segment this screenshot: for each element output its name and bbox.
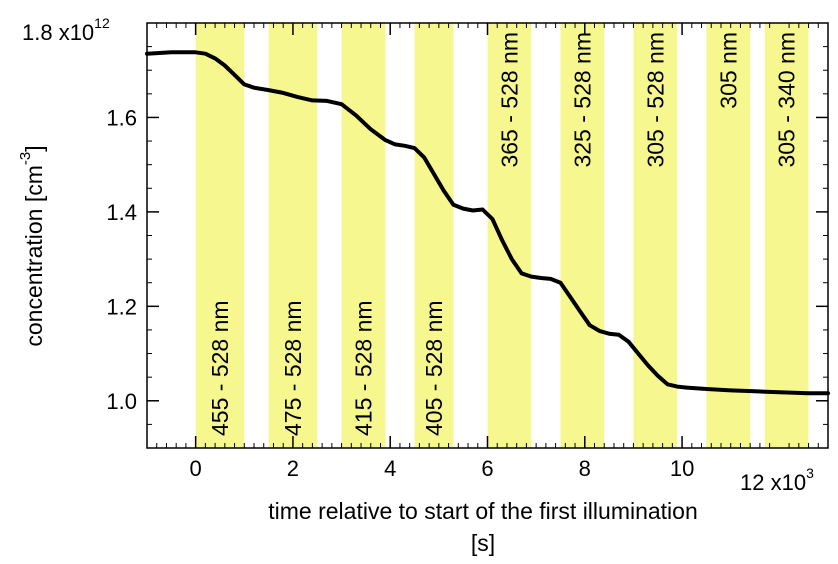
x-tick-label: 6 <box>481 456 493 481</box>
illumination-band <box>341 23 386 448</box>
axis-ticks: 0 2 4 6 8 10 1.0 1.2 1.4 1.6 <box>106 23 829 481</box>
band-label: 305 - 528 nm <box>642 32 668 168</box>
x-tick-label: 8 <box>579 456 591 481</box>
band-label: 325 - 528 nm <box>569 32 595 168</box>
y-tick-label: 1.0 <box>106 389 137 414</box>
x-tick-label: 2 <box>287 456 299 481</box>
y-axis-title: concentration [cm-3] <box>17 145 47 346</box>
y-tick-label: 1.6 <box>106 105 137 130</box>
x-axis-unit: [s] <box>471 530 495 556</box>
band-label: 305 - 340 nm <box>774 32 800 168</box>
illumination-band <box>560 23 605 448</box>
x-axis-multiplier: 12 x103 <box>740 465 814 495</box>
band-labels: 455 - 528 nm 475 - 528 nm 415 - 528 nm 405 … <box>207 32 800 436</box>
x-tick-label: 4 <box>384 456 396 481</box>
illumination-band <box>633 23 678 448</box>
x-axis-title: time relative to start of the first illu… <box>268 498 698 524</box>
illumination-bands <box>195 23 809 448</box>
x-tick-label: 10 <box>670 456 694 481</box>
y-tick-label: 1.4 <box>106 200 137 225</box>
illumination-band <box>706 23 751 448</box>
y-tick-label: 1.2 <box>106 294 137 319</box>
illumination-band <box>487 23 532 448</box>
band-label: 305 nm <box>715 32 741 109</box>
illumination-band <box>195 23 245 448</box>
band-label: 455 - 528 nm <box>207 300 233 436</box>
illumination-band <box>764 23 809 448</box>
band-label: 405 - 528 nm <box>421 300 447 436</box>
y-axis-multiplier: 1.8 x1012 <box>22 15 110 45</box>
band-label: 415 - 528 nm <box>350 300 376 436</box>
band-label: 475 - 528 nm <box>280 300 306 436</box>
x-tick-label: 0 <box>190 456 202 481</box>
concentration-line <box>145 50 830 396</box>
illumination-band <box>414 23 454 448</box>
band-label: 365 - 528 nm <box>496 32 522 168</box>
